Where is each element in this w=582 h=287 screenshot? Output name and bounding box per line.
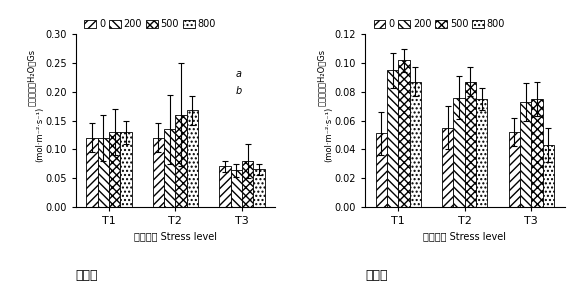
- Bar: [465, 82, 476, 207]
- Bar: [109, 132, 120, 207]
- Bar: [86, 138, 98, 207]
- Bar: [230, 170, 242, 207]
- Text: 气孔导度（H₂O）Gs: 气孔导度（H₂O）Gs: [317, 49, 325, 106]
- X-axis label: 胁迫程度 Stress level: 胁迫程度 Stress level: [423, 231, 506, 241]
- Text: b: b: [235, 86, 242, 96]
- Text: a: a: [235, 69, 242, 79]
- Bar: [187, 110, 198, 207]
- Bar: [164, 129, 175, 207]
- Bar: [531, 99, 542, 207]
- Bar: [509, 132, 520, 207]
- Text: (mol·m⁻²·s⁻¹): (mol·m⁻²·s⁻¹): [36, 107, 44, 162]
- Bar: [542, 145, 554, 207]
- X-axis label: 胁迫程度 Stress level: 胁迫程度 Stress level: [134, 231, 217, 241]
- Legend: 0, 200, 500, 800: 0, 200, 500, 800: [370, 15, 509, 33]
- Bar: [98, 138, 109, 207]
- Bar: [520, 102, 531, 207]
- Text: 米麦草: 米麦草: [76, 269, 98, 282]
- Legend: 0, 200, 500, 800: 0, 200, 500, 800: [80, 15, 220, 33]
- Bar: [120, 132, 132, 207]
- Bar: [442, 128, 453, 207]
- Bar: [219, 166, 230, 207]
- Text: 黄羊茅: 黄羊茅: [365, 269, 388, 282]
- Text: 气孔导度（H₂O）Gs: 气孔导度（H₂O）Gs: [27, 49, 36, 106]
- Bar: [375, 133, 387, 207]
- Bar: [410, 82, 421, 207]
- Bar: [398, 60, 410, 207]
- Bar: [253, 169, 265, 207]
- Bar: [476, 99, 487, 207]
- Bar: [242, 161, 253, 207]
- Bar: [453, 98, 465, 207]
- Bar: [387, 70, 398, 207]
- Bar: [153, 138, 164, 207]
- Text: (mol·m⁻²·s⁻¹): (mol·m⁻²·s⁻¹): [325, 107, 333, 162]
- Bar: [175, 115, 187, 207]
